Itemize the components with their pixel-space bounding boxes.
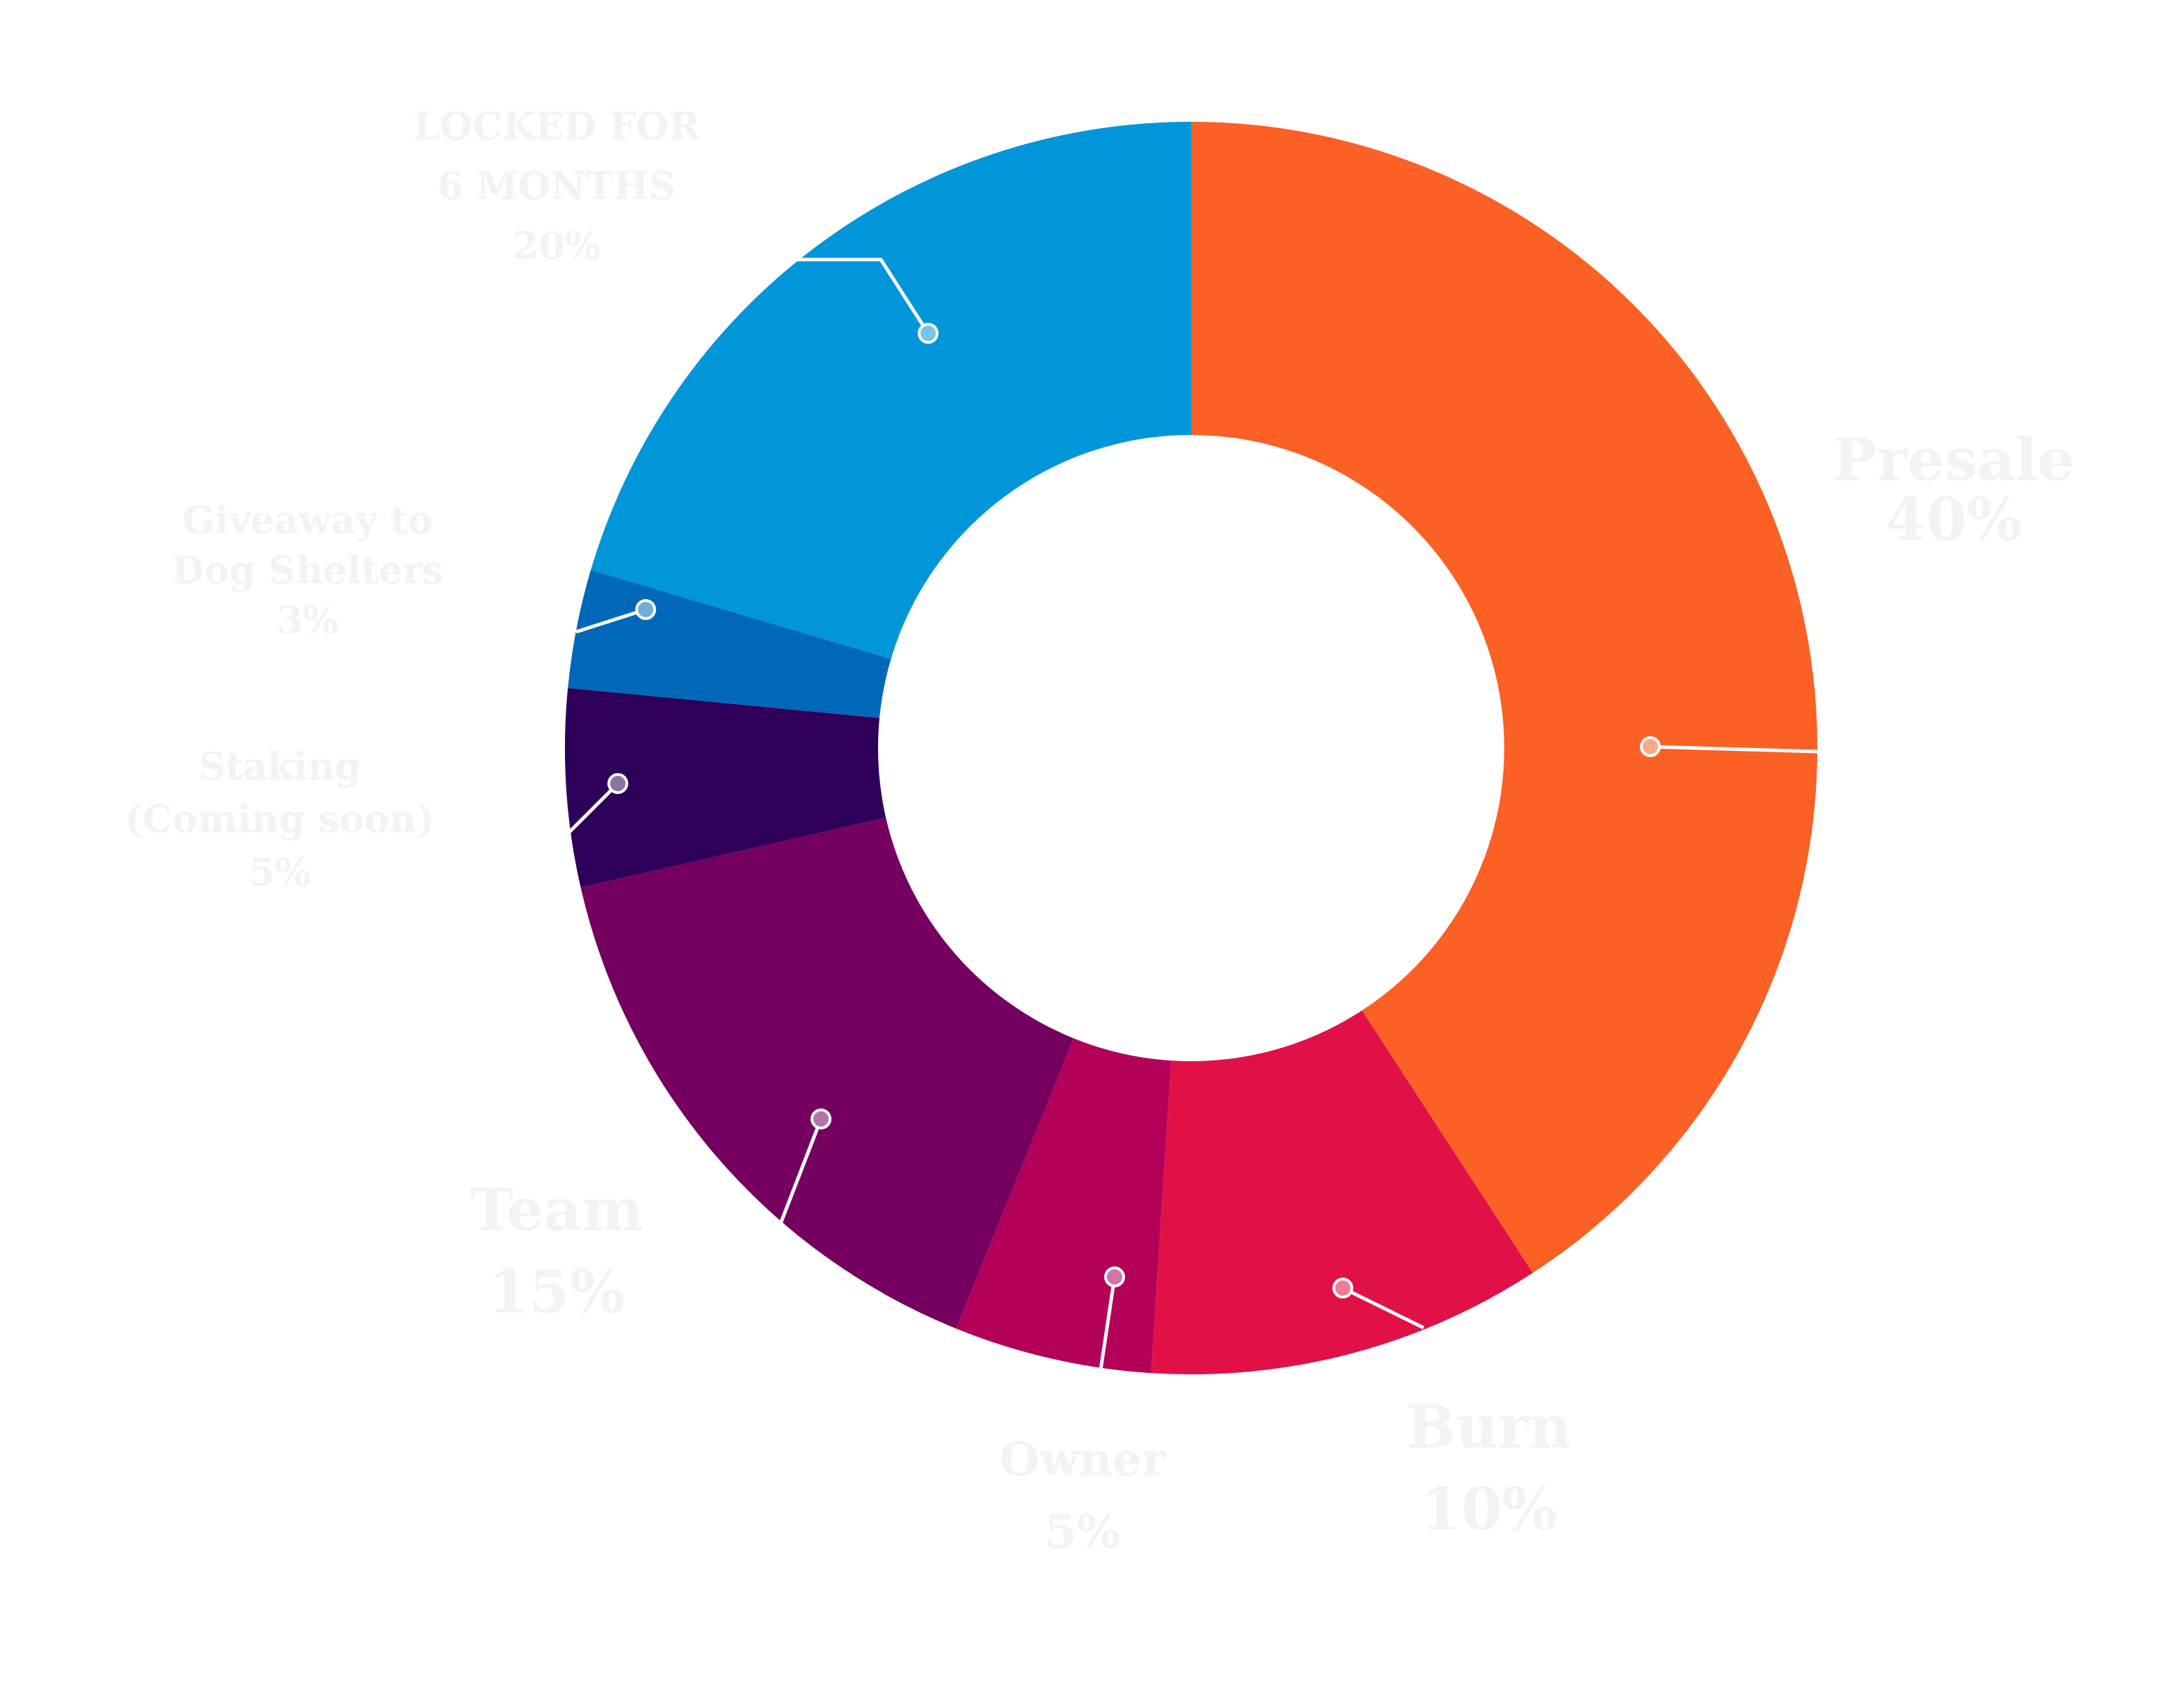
slice-6 xyxy=(591,122,1191,659)
slice-value-label-4: 5% xyxy=(249,850,311,894)
slice-0 xyxy=(1191,122,1818,1273)
slice-label-2: Owner 5% xyxy=(999,1432,1166,1559)
slice-name-line-5-0: Giveaway to xyxy=(182,498,433,542)
leader-lines xyxy=(568,257,1818,1370)
slice-name-line-3-0: Team xyxy=(470,1175,644,1244)
slice-label-4: Staking (Coming soon) 5% xyxy=(125,744,434,894)
slice-name-line-1-0: Burn xyxy=(1406,1392,1571,1461)
leader-line-2 xyxy=(1099,1276,1117,1370)
leader-line-4 xyxy=(568,782,619,834)
leader-line-5 xyxy=(575,607,646,634)
leader-line-3 xyxy=(779,1118,823,1224)
slice-labels: Presale 40% Burn 10% Owner 5% Team 15% Staking (C… xyxy=(125,104,2075,1559)
slice-name-line-0-0: Presale xyxy=(1833,425,2075,494)
leader-line-0 xyxy=(1650,745,1818,754)
slice-name-line-4-0: Staking xyxy=(198,744,361,788)
slice-name-line-6-0: LOCKED FOR xyxy=(413,104,701,148)
leader-dot-5 xyxy=(635,599,656,620)
leader-dot-1 xyxy=(1332,1278,1353,1298)
slice-4 xyxy=(564,688,886,888)
slice-3 xyxy=(580,818,1074,1329)
slice-name-line-5-1: Dog Shelters xyxy=(172,548,444,592)
slice-name-line-6-1: 6 MONTHS xyxy=(438,164,676,208)
slice-value-label-0: 40% xyxy=(1886,485,2023,554)
slice-name-line-4-1: (Coming soon) xyxy=(125,797,434,841)
slice-label-3: Team 15% xyxy=(470,1175,644,1326)
leader-line-6 xyxy=(796,257,930,335)
leader-line-1 xyxy=(1341,1286,1425,1330)
slice-value-label-2: 5% xyxy=(1045,1504,1121,1559)
leader-dot-6 xyxy=(918,323,939,344)
slice-value-label-6: 20% xyxy=(513,223,600,268)
slice-value-label-3: 15% xyxy=(488,1257,625,1326)
slice-label-0: Presale 40% xyxy=(1833,425,2075,554)
donut-slices xyxy=(564,122,1818,1375)
slice-value-label-1: 10% xyxy=(1421,1475,1558,1543)
slice-label-6: LOCKED FOR 6 MONTHS 20% xyxy=(413,104,701,268)
leader-dot-3 xyxy=(811,1109,831,1129)
slice-name-line-2-0: Owner xyxy=(999,1432,1166,1486)
slice-1 xyxy=(1151,1010,1533,1375)
leader-dot-4 xyxy=(607,773,628,794)
slice-label-5: Giveaway to Dog Shelters 3% xyxy=(172,498,444,642)
leader-dot-0 xyxy=(1640,736,1661,757)
leader-dot-2 xyxy=(1104,1266,1125,1287)
slice-label-1: Burn 10% xyxy=(1406,1392,1571,1543)
slice-value-label-5: 3% xyxy=(277,598,339,642)
slice-2 xyxy=(956,1038,1172,1374)
